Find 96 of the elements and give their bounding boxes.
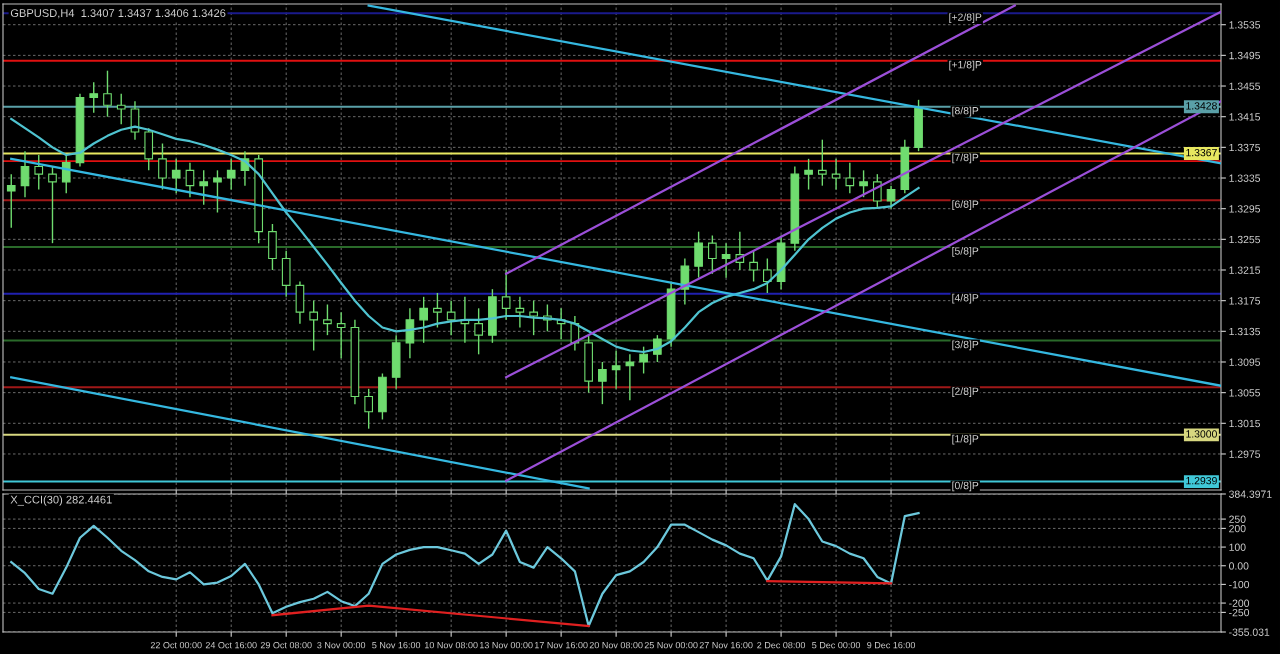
annotation: [0/8]P xyxy=(952,481,979,492)
y-tick-label: 1.3135 xyxy=(1229,327,1261,336)
y-tick-label: 100 xyxy=(1229,543,1246,551)
candlestick xyxy=(158,142,167,191)
x-tick-label: 27 Nov 16:00 xyxy=(699,641,753,649)
y-tick-label: 384.3971 xyxy=(1229,490,1272,498)
candlestick xyxy=(309,299,319,352)
y-tick-label: -250 xyxy=(1229,608,1250,617)
y-tick-label: 1.3095 xyxy=(1229,358,1261,366)
x-tick-label: 22 Oct 00:00 xyxy=(150,641,202,649)
x-tick-label: 2 Dec 08:00 xyxy=(757,641,806,649)
candlestick xyxy=(749,250,758,283)
y-tick-label: 200 xyxy=(1229,524,1246,533)
candlestick xyxy=(831,158,841,191)
candlestick xyxy=(611,349,621,390)
ref-line-label: 1.3367 xyxy=(1186,148,1217,157)
candlestick xyxy=(845,161,855,195)
candlestick xyxy=(804,158,813,191)
candlestick xyxy=(6,173,16,229)
y-tick-label: -355.031 xyxy=(1229,628,1270,636)
annotation: [1/8]P xyxy=(952,434,979,445)
y-tick-label: 1.3015 xyxy=(1229,419,1261,428)
y-tick-label: 1.3295 xyxy=(1229,205,1261,213)
x-tick-label: 3 Nov 00:00 xyxy=(317,641,366,649)
x-tick-label: 5 Nov 16:00 xyxy=(372,641,421,649)
candlestick xyxy=(405,307,415,359)
y-tick-label: 1.3335 xyxy=(1229,174,1261,182)
candlestick xyxy=(639,345,648,375)
y-tick-label: 250 xyxy=(1229,515,1246,523)
y-tick-label: 1.2975 xyxy=(1229,450,1261,458)
x-tick-label: 24 Oct 16:00 xyxy=(205,641,257,649)
y-tick-label: 1.3175 xyxy=(1229,297,1261,305)
y-tick-label: 0.00 xyxy=(1229,562,1249,570)
candlestick xyxy=(48,165,57,244)
annotation: [5/8]P xyxy=(952,247,979,257)
candlestick xyxy=(213,169,222,214)
y-tick-label: 1.3535 xyxy=(1229,21,1261,29)
x-tick-label: 20 Nov 08:00 xyxy=(589,641,643,649)
y-tick-label: 1.3455 xyxy=(1229,82,1261,90)
candlestick xyxy=(89,81,99,114)
x-tick-label: 25 Nov 00:00 xyxy=(644,641,698,649)
x-tick-label: 13 Nov 00:00 xyxy=(479,641,533,649)
candlestick xyxy=(598,361,607,405)
ref-line-label: 1.2939 xyxy=(1186,476,1217,485)
annotation: [2/8]P xyxy=(952,387,979,397)
candlestick xyxy=(625,353,635,402)
candlestick xyxy=(226,158,236,191)
candlestick xyxy=(20,150,30,198)
candlestick xyxy=(419,296,428,344)
y-tick-label: -200 xyxy=(1229,599,1250,607)
candlestick xyxy=(34,154,44,191)
candlestick xyxy=(763,257,772,294)
annotation: [+1/8]P xyxy=(949,60,982,71)
annotation: [4/8]P xyxy=(952,293,979,304)
candlestick xyxy=(721,242,731,279)
y-tick-label: 1.3055 xyxy=(1229,389,1261,397)
y-tick-label: 1.3215 xyxy=(1229,266,1261,274)
candlestick xyxy=(694,230,703,279)
chart-title: GBPUSD,H4 1.3407 1.3437 1.3406 1.3426 xyxy=(10,9,226,19)
y-tick-label: 1.3415 xyxy=(1229,113,1261,121)
candlestick xyxy=(817,138,827,187)
x-tick-label: 10 Nov 08:00 xyxy=(425,641,478,649)
x-tick-label: 9 Dec 16:00 xyxy=(867,641,916,649)
candlestick xyxy=(171,158,181,195)
candlestick xyxy=(859,169,868,198)
y-tick-label: 1.3375 xyxy=(1229,143,1261,152)
candlestick xyxy=(433,292,442,329)
y-tick-label: 1.3255 xyxy=(1229,235,1261,244)
candlestick xyxy=(116,92,126,126)
annotation: [3/8]P xyxy=(952,340,979,351)
y-tick-label: 1.3495 xyxy=(1229,51,1261,60)
candlestick xyxy=(501,269,511,321)
candlestick xyxy=(103,69,112,118)
candlestick xyxy=(529,299,538,336)
ref-line-label: 1.3428 xyxy=(1186,102,1217,110)
annotation: [6/8]P xyxy=(952,200,979,210)
x-tick-label: 29 Oct 08:00 xyxy=(260,641,312,649)
candlestick xyxy=(323,303,332,336)
candlestick xyxy=(515,296,525,329)
candlestick xyxy=(446,299,456,336)
candlestick xyxy=(474,307,483,356)
candlestick xyxy=(199,169,209,206)
candlestick xyxy=(886,184,896,210)
chart-title: X_CCI(30) 282.4461 xyxy=(10,495,112,506)
annotation: [7/8]P xyxy=(952,153,979,164)
candlestick xyxy=(708,234,717,275)
x-tick-label: 5 Dec 00:00 xyxy=(812,641,861,649)
candlestick xyxy=(364,388,374,430)
x-tick-label: 17 Nov 16:00 xyxy=(534,641,588,649)
annotation: [+2/8]P xyxy=(949,13,982,23)
candlestick xyxy=(61,154,71,195)
annotation: [8/8]P xyxy=(952,106,979,117)
ref-line-label: 1.3000 xyxy=(1186,430,1217,438)
candlestick xyxy=(336,311,346,359)
y-tick-label: -100 xyxy=(1229,580,1250,589)
candlestick xyxy=(185,161,195,198)
